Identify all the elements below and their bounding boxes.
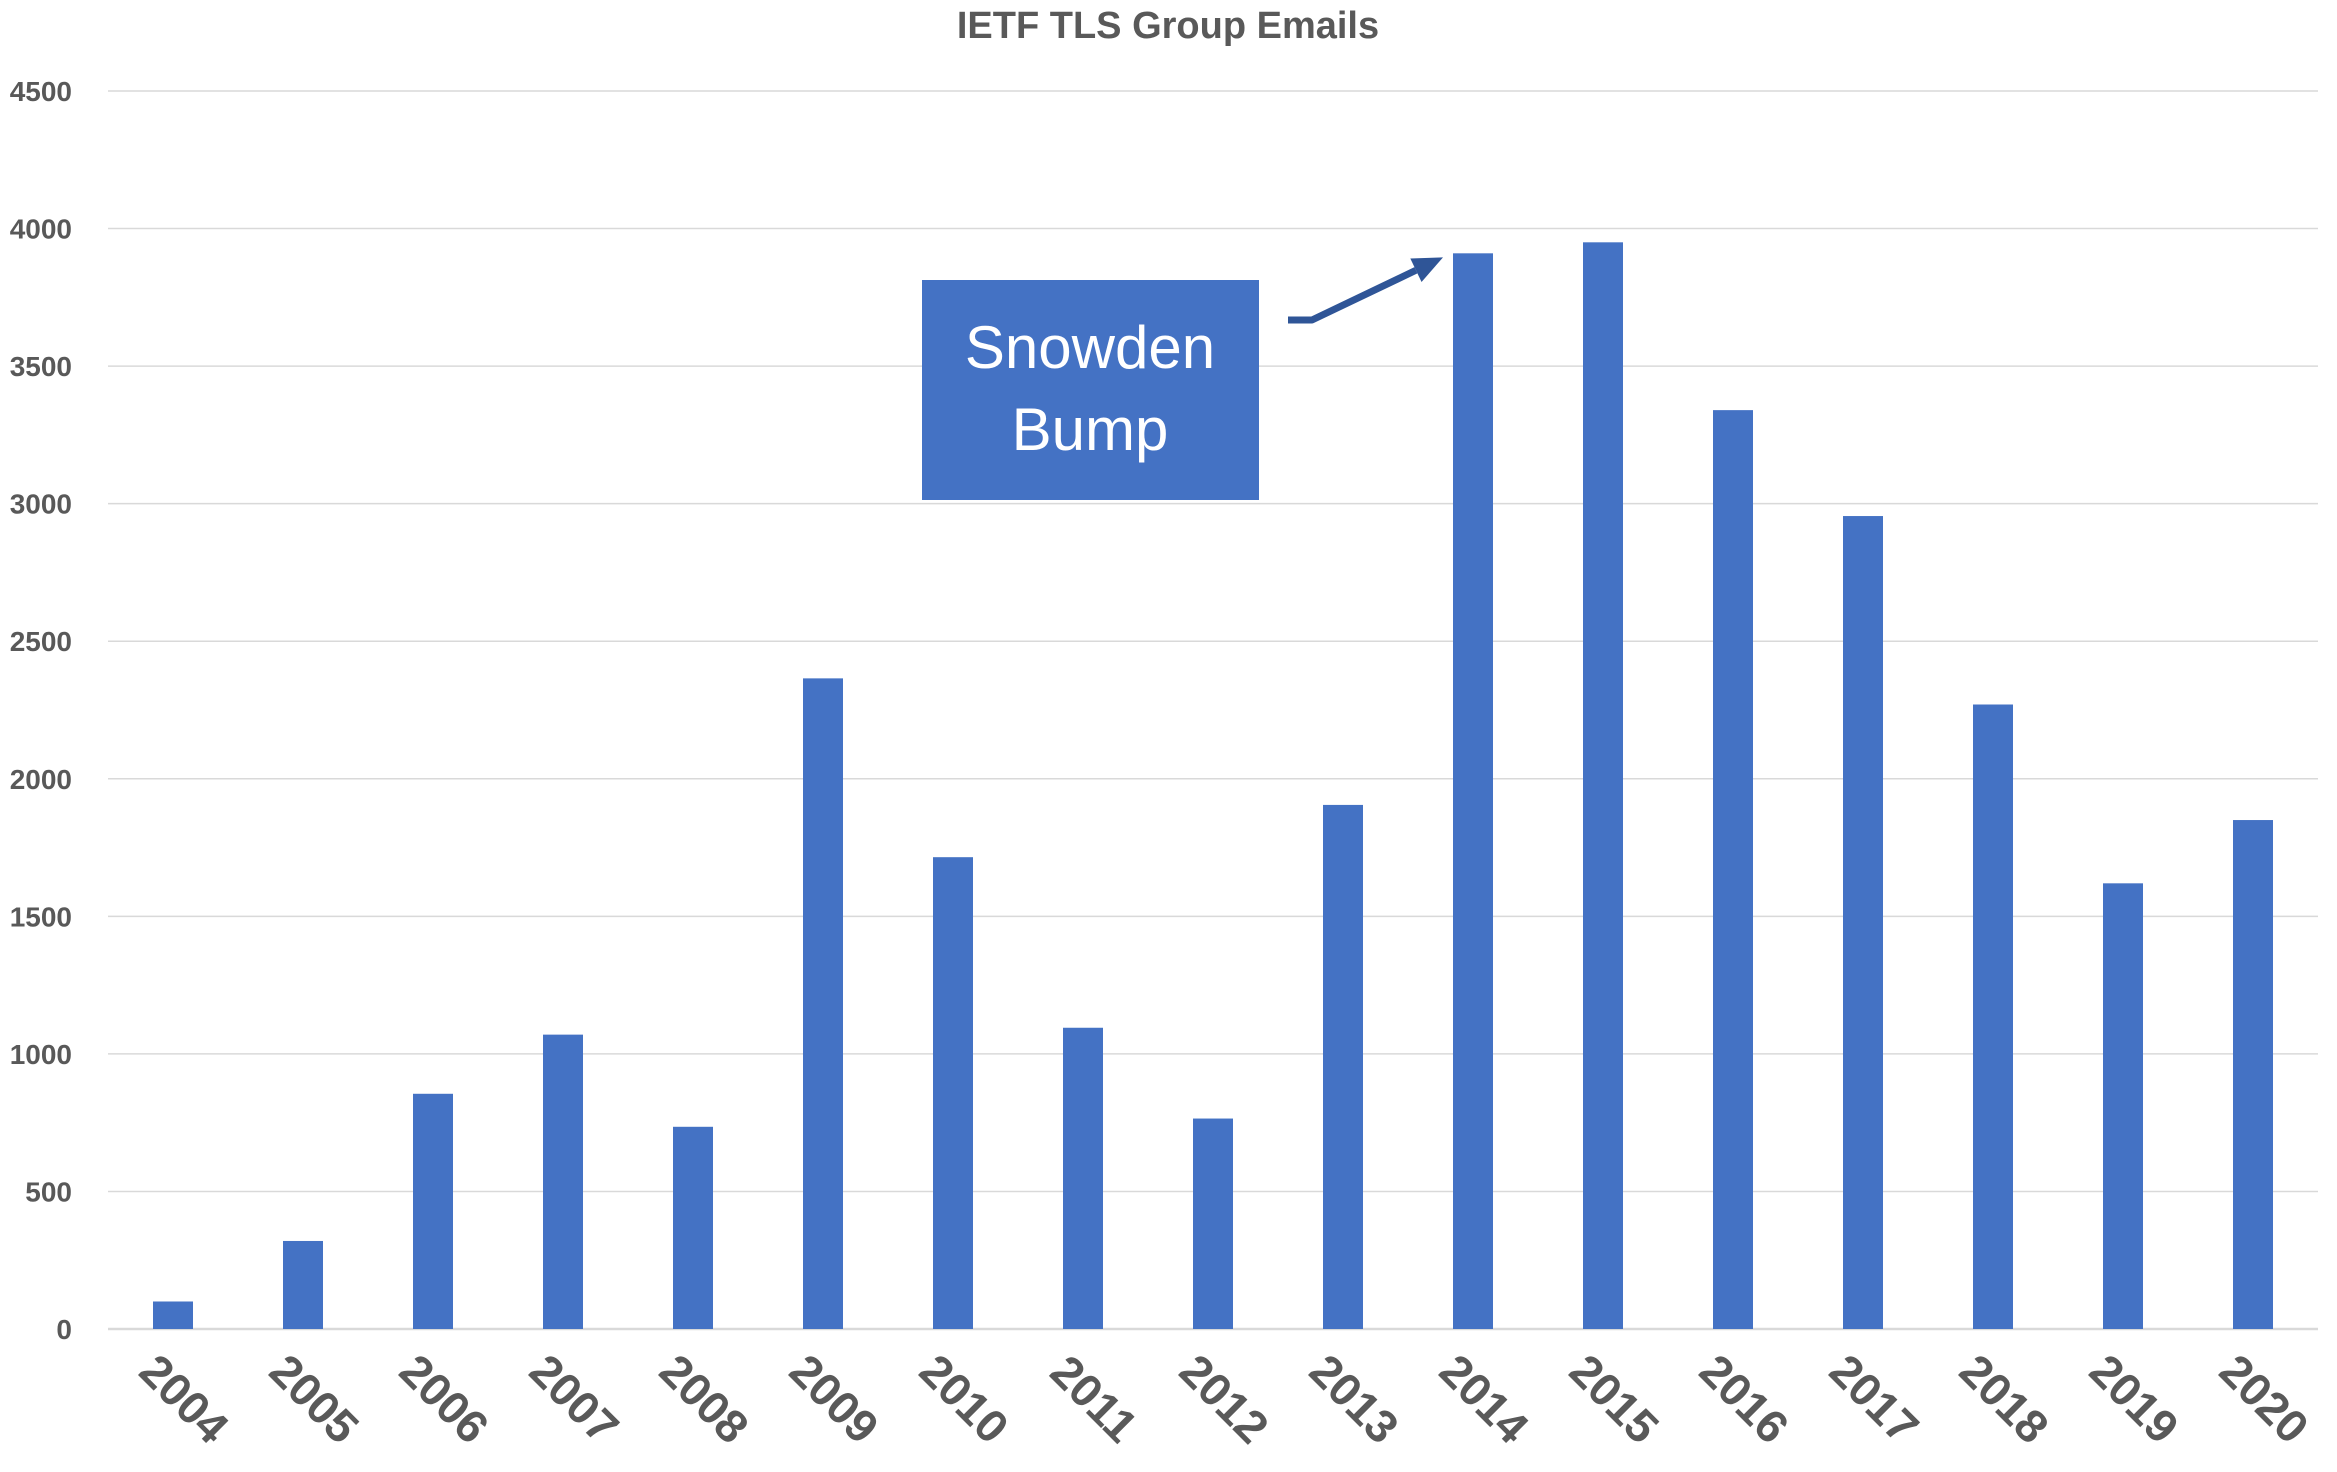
y-tick-label: 1500	[10, 901, 72, 932]
x-tick-label: 2020	[2210, 1344, 2319, 1453]
y-tick-label: 4000	[10, 214, 72, 245]
x-tick-label: 2013	[1300, 1344, 1409, 1453]
bar-2020	[2233, 820, 2273, 1329]
annotation-arrow	[1288, 267, 1418, 324]
x-tick-label: 2017	[1820, 1344, 1929, 1453]
x-tick-label: 2009	[780, 1344, 889, 1453]
annotation-arrowhead	[1410, 257, 1443, 282]
y-tick-label: 3000	[10, 489, 72, 520]
x-tick-label: 2011	[1041, 1345, 1148, 1452]
bars	[153, 242, 2273, 1329]
annotation-box	[922, 280, 1259, 500]
bar-2012	[1193, 1118, 1233, 1329]
y-tick-label: 500	[25, 1176, 72, 1207]
chart-title: IETF TLS Group Emails	[957, 5, 1379, 47]
x-axis-ticks: 2004 2005 2006 2007 2008 2009 2010 2011 2012 2013…	[130, 1344, 2319, 1453]
x-tick-label: 2012	[1170, 1344, 1279, 1453]
y-tick-label: 3500	[10, 351, 72, 382]
bar-2008	[673, 1126, 713, 1329]
bar-2017	[1843, 516, 1883, 1329]
x-tick-label: 2008	[650, 1344, 759, 1453]
x-tick-label: 2007	[520, 1344, 629, 1453]
bar-2006	[413, 1093, 453, 1329]
x-tick-label: 2004	[130, 1344, 239, 1453]
bar-2005	[283, 1240, 323, 1329]
annotation-line-1: Snowden	[965, 314, 1215, 381]
bar-2010	[933, 857, 973, 1329]
x-tick-label: 2019	[2080, 1344, 2189, 1453]
bar-2011	[1063, 1027, 1103, 1329]
y-tick-label: 1000	[10, 1039, 72, 1070]
x-tick-label: 2006	[390, 1344, 499, 1453]
gridlines	[108, 90, 2318, 1331]
bar-2016	[1713, 410, 1753, 1329]
annotation-line-2: Bump	[1012, 396, 1169, 463]
y-axis-ticks: 0 500 1000 1500 2000 2500 3000 3500 4000 4500	[10, 76, 72, 1345]
bar-2004	[153, 1301, 193, 1329]
bar-2018	[1973, 704, 2013, 1329]
x-tick-label: 2016	[1690, 1344, 1799, 1453]
x-tick-label: 2005	[260, 1344, 369, 1453]
x-tick-label: 2015	[1560, 1344, 1669, 1453]
y-tick-label: 0	[56, 1314, 72, 1345]
x-tick-label: 2014	[1430, 1344, 1539, 1453]
y-tick-label: 4500	[10, 76, 72, 107]
y-tick-label: 2500	[10, 626, 72, 657]
y-tick-label: 2000	[10, 764, 72, 795]
bar-2014	[1453, 253, 1493, 1329]
bar-2015	[1583, 242, 1623, 1329]
bar-2019	[2103, 883, 2143, 1329]
x-tick-label: 2010	[910, 1344, 1019, 1453]
annotation: Snowden Bump	[922, 257, 1443, 500]
bar-2013	[1323, 804, 1363, 1329]
bar-2007	[543, 1034, 583, 1329]
x-tick-label: 2018	[1950, 1344, 2059, 1453]
bar-2009	[803, 678, 843, 1329]
